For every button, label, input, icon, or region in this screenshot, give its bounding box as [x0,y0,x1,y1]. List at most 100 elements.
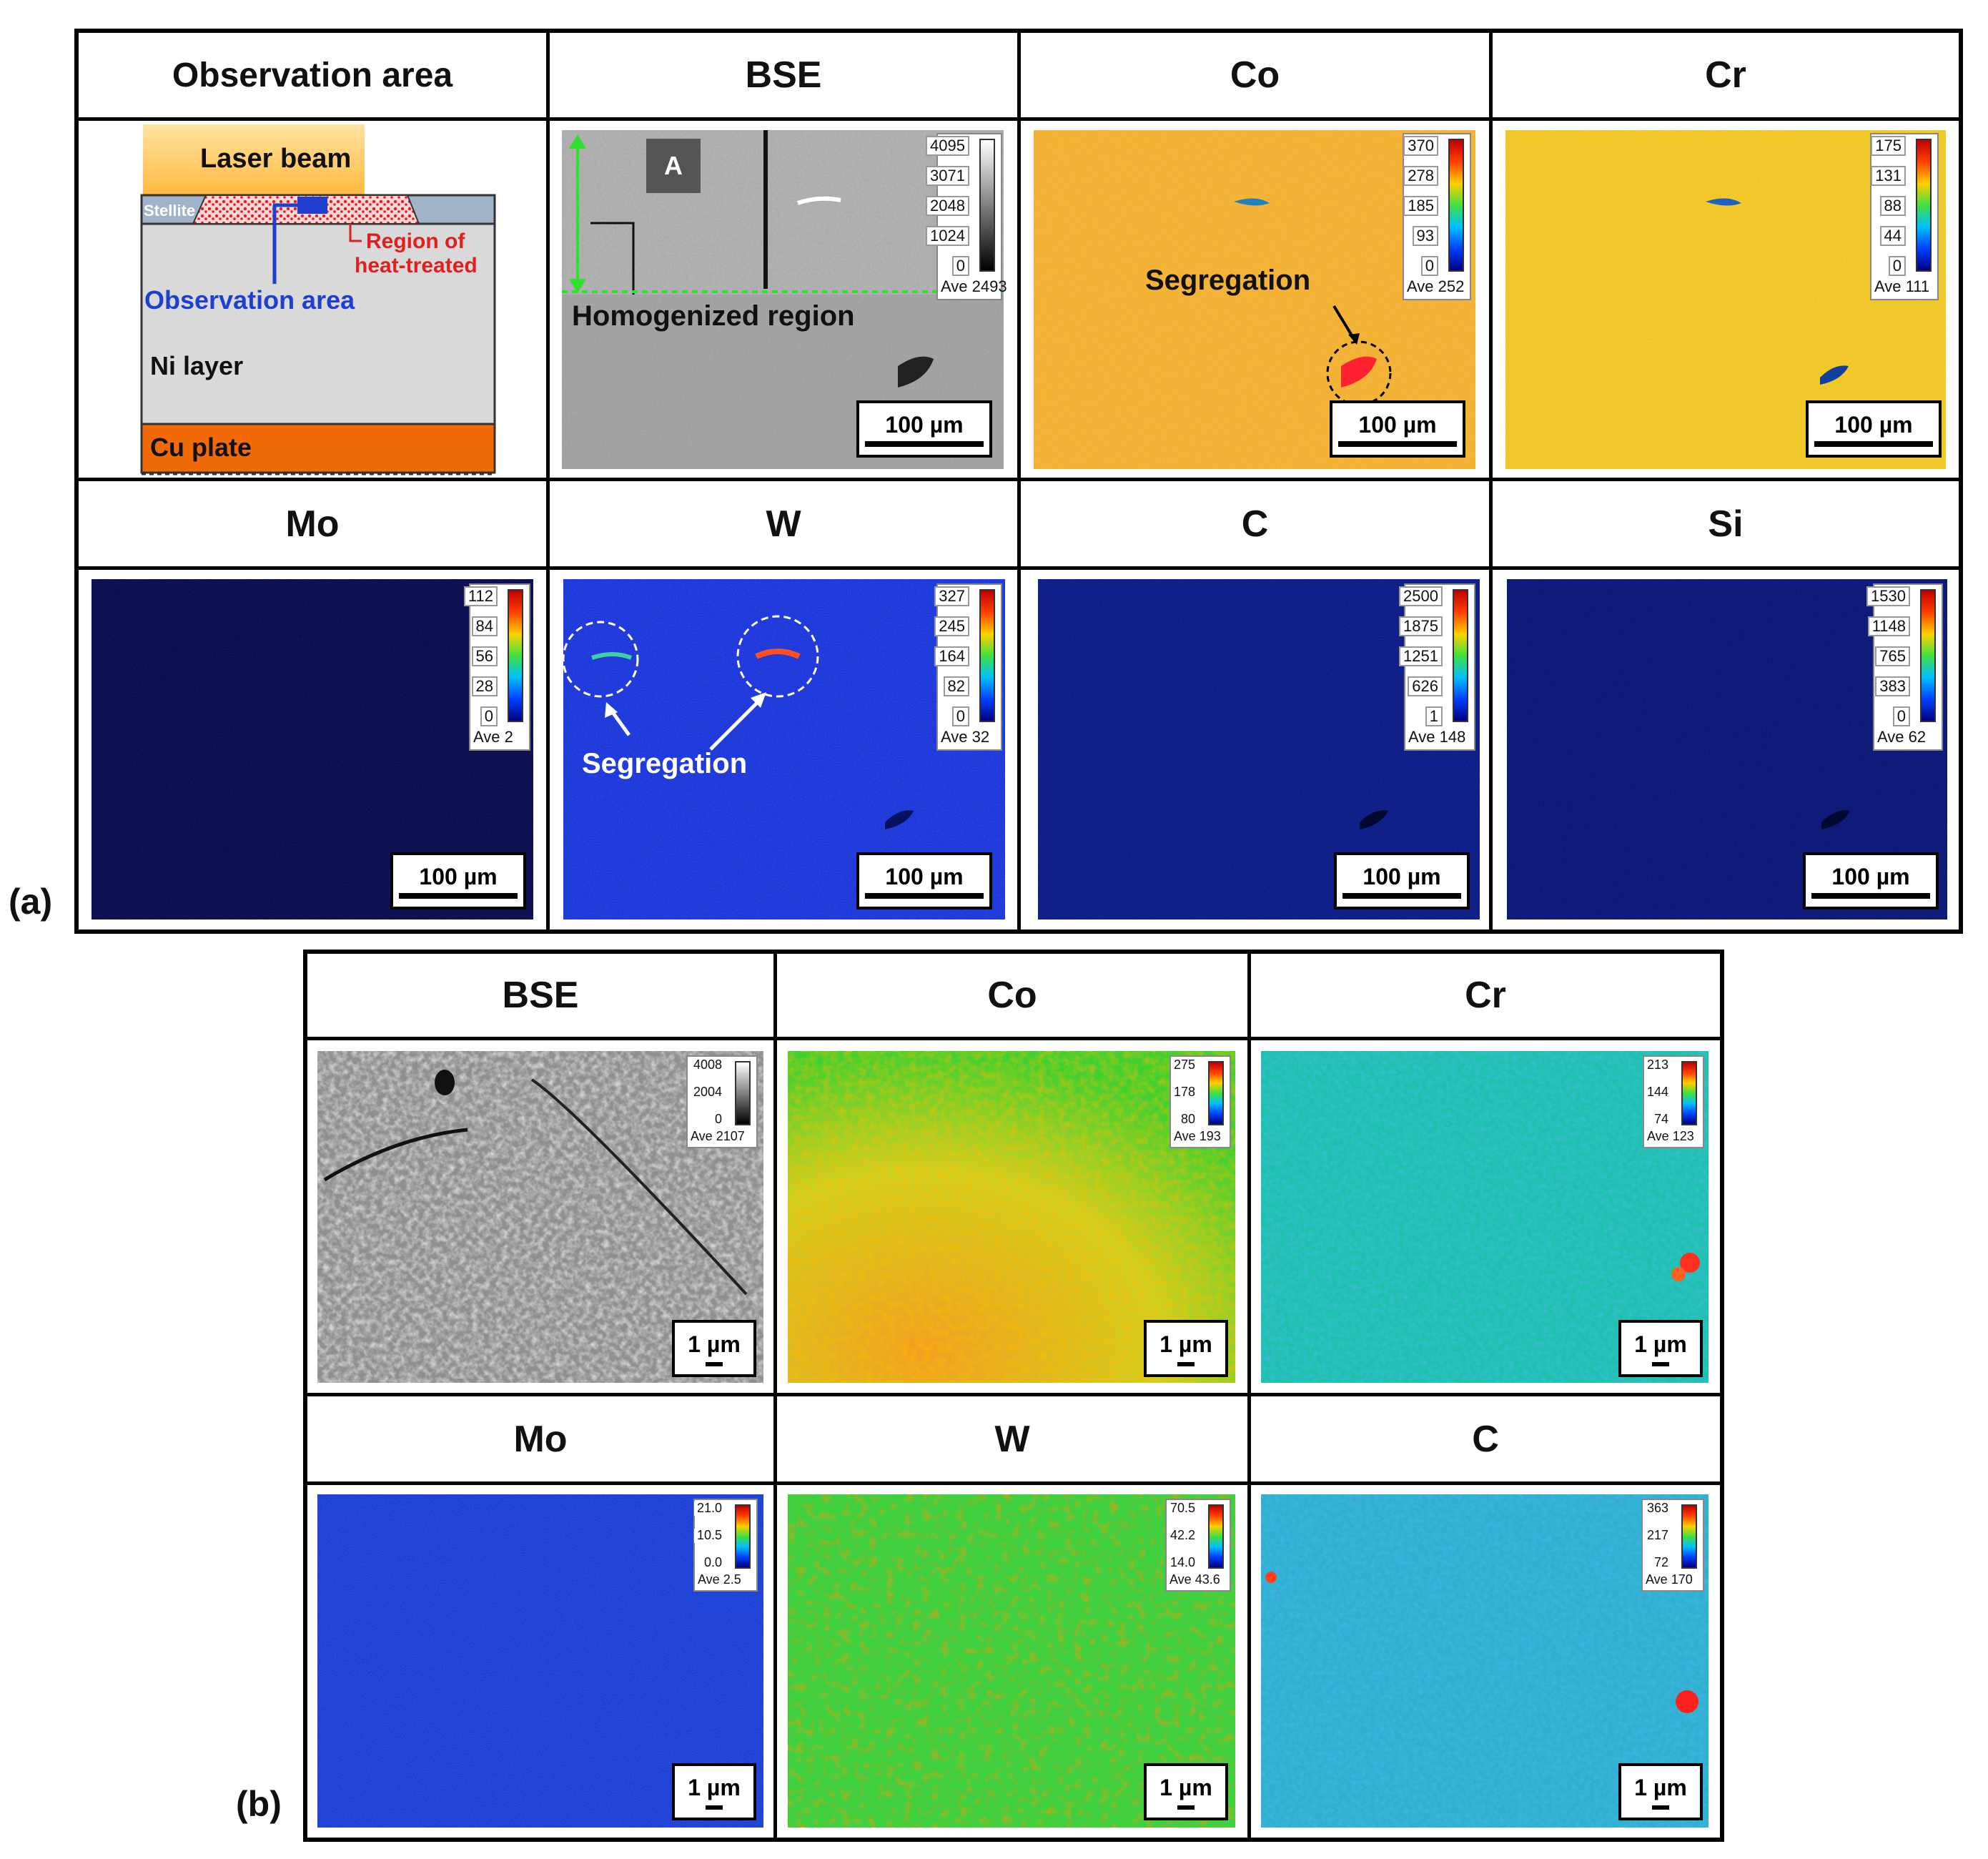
cbar-b-c-tick-2: 72 [1651,1555,1671,1570]
cbar-a-si-ave: Ave 62 [1877,728,1927,746]
colorbar-a-si: 1530 1148 765 383 0 Ave 62 [1866,583,1943,751]
cbar-a-c-tick-4: 1 [1425,706,1443,727]
cbar-a-mo-ave: Ave 2 [473,728,513,746]
cbar-b-c-gradient [1681,1504,1697,1569]
cbar-a-cr-gradient [1916,139,1932,272]
cbar-a-c-gradient [1453,589,1468,722]
cbar-a-si-tick-0: 1530 [1866,586,1910,607]
cbar-a-co-tick-1: 278 [1403,166,1438,187]
grid-a-vline-1 [546,29,550,934]
cbar-a-bse-gradient [979,139,995,272]
colorbar-b-c: 363 217 72 Ave 170 [1641,1499,1704,1592]
colorbar-a-c: 2500 1875 1251 626 1 Ave 148 [1399,583,1475,751]
cbar-a-co-tick-0: 370 [1403,136,1438,157]
colorbar-a-w: 327 245 164 82 0 Ave 32 [934,583,1002,751]
colorbar-b-cr: 213 144 74 Ave 123 [1643,1055,1704,1148]
grid-a-hline-2 [74,478,1963,481]
cbar-b-bse-gradient [735,1061,751,1125]
cbar-b-bse-tick-1: 2004 [690,1085,725,1100]
cbar-b-c-ave: Ave 170 [1646,1572,1693,1587]
cbar-a-mo-tick-1: 84 [471,616,498,637]
cbar-a-w-tick-0: 327 [934,586,969,607]
header-a-si: Si [1708,503,1744,545]
cbar-b-mo-tick-0: 21.0 [693,1501,725,1516]
cbar-a-co-tick-4: 0 [1420,256,1438,277]
colorbar-a-co: 370 278 185 93 0 Ave 252 [1403,133,1471,300]
colorbar-b-mo: 21.0 10.5 0.0 Ave 2.5 [693,1499,758,1592]
grid-a-vline-2 [1017,29,1021,934]
cbar-b-bse-tick-0: 4008 [690,1057,725,1072]
cbar-a-bse-tick-1: 3071 [926,166,969,187]
schematic-drawing [140,124,496,475]
header-a-w: W [766,503,801,545]
scalebar-b-bse: 1 µm [672,1320,756,1377]
laser-beam-label: Laser beam [200,144,352,174]
cbar-a-bse-tick-3: 1024 [926,226,969,247]
scalebar-b-cr: 1 µm [1618,1320,1703,1377]
cbar-b-co-tick-1: 178 [1170,1085,1198,1100]
cbar-a-bse-tick-2: 2048 [926,196,969,217]
grid-a-hline-3 [74,566,1963,570]
co-segregation-label: Segregation [1145,265,1311,296]
cbar-a-cr-tick-2: 88 [1879,196,1906,217]
region-label-2: heat-treated [355,254,478,277]
region-label-1: Region of [366,230,465,253]
cbar-a-w-ave: Ave 32 [941,728,990,746]
cbar-a-si-tick-3: 383 [1875,676,1910,697]
cbar-b-co-tick-2: 80 [1177,1112,1198,1127]
cbar-b-cr-tick-0: 213 [1643,1057,1671,1072]
scalebar-a-co: 100 µm [1330,400,1465,458]
cbar-a-co-gradient [1448,139,1464,272]
bse-box-a: A [646,139,701,193]
cbar-b-cr-gradient [1681,1061,1697,1125]
scalebar-a-c: 100 µm [1334,852,1470,909]
header-b-w: W [994,1418,1030,1460]
cbar-b-mo-gradient [735,1504,751,1569]
colorbar-b-w: 70.5 42.2 14.0 Ave 43.6 [1165,1499,1231,1592]
header-a-bse: BSE [745,54,822,96]
scalebar-a-w: 100 µm [856,852,992,909]
colorbar-a-mo: 112 84 56 28 0 Ave 2 [463,583,530,751]
cbar-a-co-tick-3: 93 [1412,226,1438,247]
cbar-b-mo-tick-1: 10.5 [693,1528,725,1543]
part-label-b: (b) [236,1784,282,1824]
cbar-b-w-tick-1: 42.2 [1167,1528,1198,1543]
cbar-a-mo-tick-0: 112 [463,586,498,607]
grid-b-hline-1 [303,1037,1724,1040]
grid-a-vline-3 [1489,29,1493,934]
header-a-cr: Cr [1705,54,1746,96]
cbar-a-cr-ave: Ave 111 [1874,277,1930,295]
homogenized-region-label: Homogenized region [572,300,855,332]
cbar-b-w-tick-2: 14.0 [1167,1555,1198,1570]
schematic: Laser beam Stellite Region of heat-treat… [79,121,546,478]
header-b-c: C [1472,1418,1499,1460]
cbar-a-w-tick-1: 245 [934,616,969,637]
scalebar-a-bse: 100 µm [856,400,992,458]
cbar-a-w-tick-3: 82 [943,676,969,697]
cbar-a-w-tick-4: 0 [951,706,969,727]
cbar-a-bse-ave: Ave 2493 [941,277,1007,295]
grid-a-hline-1 [74,117,1963,121]
cbar-b-c-tick-0: 363 [1643,1501,1671,1516]
cbar-a-mo-tick-2: 56 [471,646,498,667]
scalebar-a-si: 100 µm [1803,852,1939,909]
cbar-b-mo-tick-2: 0.0 [701,1555,725,1570]
header-a-observation-area: Observation area [172,56,453,94]
cbar-b-co-tick-0: 275 [1170,1057,1198,1072]
colorbar-a-bse: 4095 3071 2048 1024 0 Ave 2493 [926,133,1007,300]
laser-beam-shape [143,124,365,196]
cbar-a-co-ave: Ave 252 [1407,277,1465,295]
cbar-a-cr-tick-1: 131 [1871,166,1906,187]
cbar-a-w-gradient [979,589,995,722]
cbar-a-c-tick-0: 2500 [1399,586,1443,607]
header-b-cr: Cr [1465,975,1506,1016]
cbar-b-bse-tick-2: 0 [711,1112,725,1127]
grid-b-hline-2 [303,1393,1724,1396]
cbar-a-w-tick-2: 164 [934,646,969,667]
cbar-a-cr-tick-3: 44 [1879,226,1906,247]
cbar-a-si-tick-4: 0 [1892,706,1910,727]
cbar-a-c-tick-3: 626 [1408,676,1443,697]
cbar-a-mo-gradient [508,589,523,722]
cbar-b-c-tick-1: 217 [1643,1528,1671,1543]
scalebar-b-w: 1 µm [1144,1763,1228,1820]
